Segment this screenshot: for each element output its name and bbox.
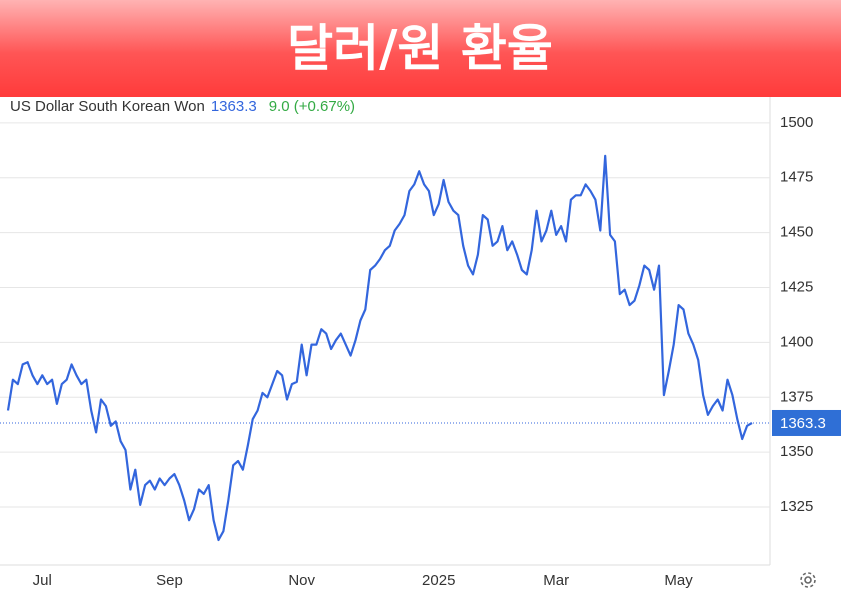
last-value: 1363.3: [211, 98, 257, 115]
change: 9.0 (+0.67%): [269, 98, 355, 115]
x-tick-label: Jul: [33, 572, 52, 589]
last-value-tag: [772, 409, 841, 436]
price-line: [6, 154, 753, 542]
chart-title: 달러/원 환율: [287, 20, 553, 78]
y-tick-label: 1450: [780, 224, 813, 241]
x-tick-label: Nov: [288, 572, 315, 589]
y-tick-label: 1475: [780, 169, 813, 186]
x-tick-label: 2025: [422, 572, 455, 589]
y-tick-label: 1400: [780, 333, 813, 350]
y-tick-label: 1325: [780, 498, 813, 515]
legend: US Dollar South Korean Won 1363.3 9.0 (+0.…: [10, 98, 355, 115]
series-name: US Dollar South Korean Won: [10, 98, 205, 115]
y-tick-label: 1375: [780, 388, 813, 405]
x-tick-label: May: [664, 572, 693, 589]
title-banner: [0, 0, 841, 97]
last-value-tag-label: 1363.3: [780, 415, 826, 432]
y-tick-label: 1500: [780, 114, 813, 131]
x-tick-label: Sep: [156, 572, 183, 589]
y-tick-label: 1350: [780, 443, 813, 460]
x-tick-label: Mar: [543, 572, 569, 589]
y-tick-label: 1425: [780, 279, 813, 296]
settings-icon[interactable]: [800, 572, 816, 588]
